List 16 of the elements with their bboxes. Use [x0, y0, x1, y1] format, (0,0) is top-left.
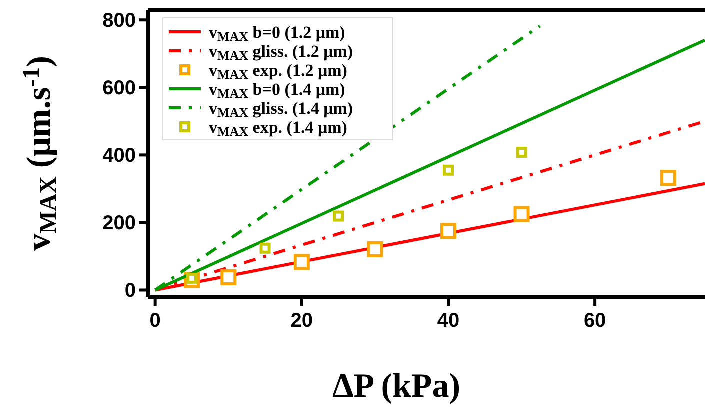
legend-label: v$_{MAX}$ b=0 (1.2 μm) — [209, 23, 346, 44]
legend-label: v$_{MAX}$ exp. (1.2 μm) — [209, 61, 348, 82]
x-axis-title: ΔP (kPa) — [332, 368, 461, 405]
x-tick-label: 0 — [150, 310, 161, 332]
x-tick-label: 20 — [290, 310, 314, 332]
y-tick-label: 0 — [124, 280, 136, 302]
legend-label: v$_{MAX}$ gliss. (1.4 μm) — [209, 99, 354, 120]
legend-label: v$_{MAX}$ exp. (1.4 μm) — [209, 118, 348, 140]
legend-label: v$_{MAX}$ gliss. (1.2 μm) — [209, 42, 354, 64]
y-tick-label: 400 — [102, 145, 136, 168]
y-tick-label: 200 — [102, 212, 136, 235]
y-tick-label: 800 — [102, 10, 136, 32]
x-tick-label: 40 — [437, 310, 460, 332]
legend-label: v$_{MAX}$ b=0 (1.4 μm) — [209, 80, 346, 102]
x-tick-label: 60 — [584, 310, 606, 332]
y-tick-label: 600 — [102, 78, 136, 100]
